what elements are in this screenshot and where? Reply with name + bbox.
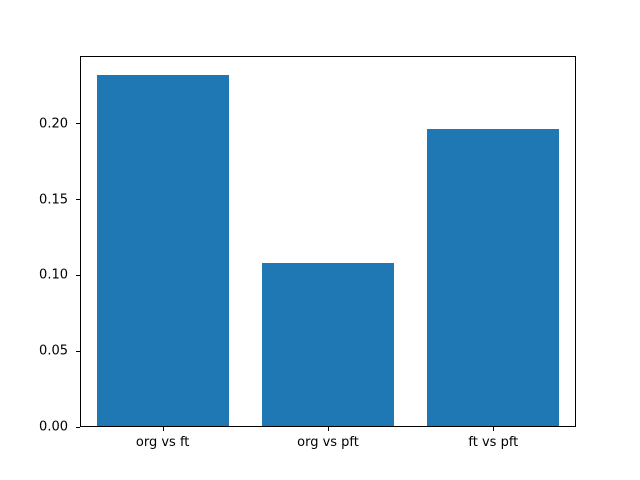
y-axis: 0.00 0.05 0.10 0.15 0.20	[0, 56, 80, 434]
y-tick-mark	[76, 426, 80, 428]
y-tick-label: 0.15	[39, 192, 68, 208]
bar-org-vs-ft	[97, 74, 230, 426]
y-tick-label: 0.05	[39, 343, 68, 359]
y-tick-label: 0.10	[39, 267, 68, 283]
y-tick-mark	[76, 350, 80, 352]
bar-ft-vs-pft	[426, 128, 559, 426]
bar-org-vs-pft	[262, 263, 394, 426]
x-tick-label: org vs ft	[135, 435, 190, 450]
x-tick-mark	[493, 427, 495, 431]
x-tick-mark	[328, 427, 329, 431]
x-tick-mark	[162, 427, 164, 431]
y-tick-mark	[76, 123, 80, 125]
x-tick-label: org vs pft	[297, 435, 359, 450]
y-tick-label: 0.20	[39, 116, 68, 132]
y-tick-mark	[76, 199, 80, 201]
y-tick-label: 0.00	[39, 419, 68, 435]
plot-area	[80, 56, 576, 427]
x-axis: org vs ft org vs pft ft vs pft	[80, 427, 576, 461]
y-tick-mark	[76, 274, 80, 276]
x-tick-label: ft vs pft	[468, 435, 519, 450]
